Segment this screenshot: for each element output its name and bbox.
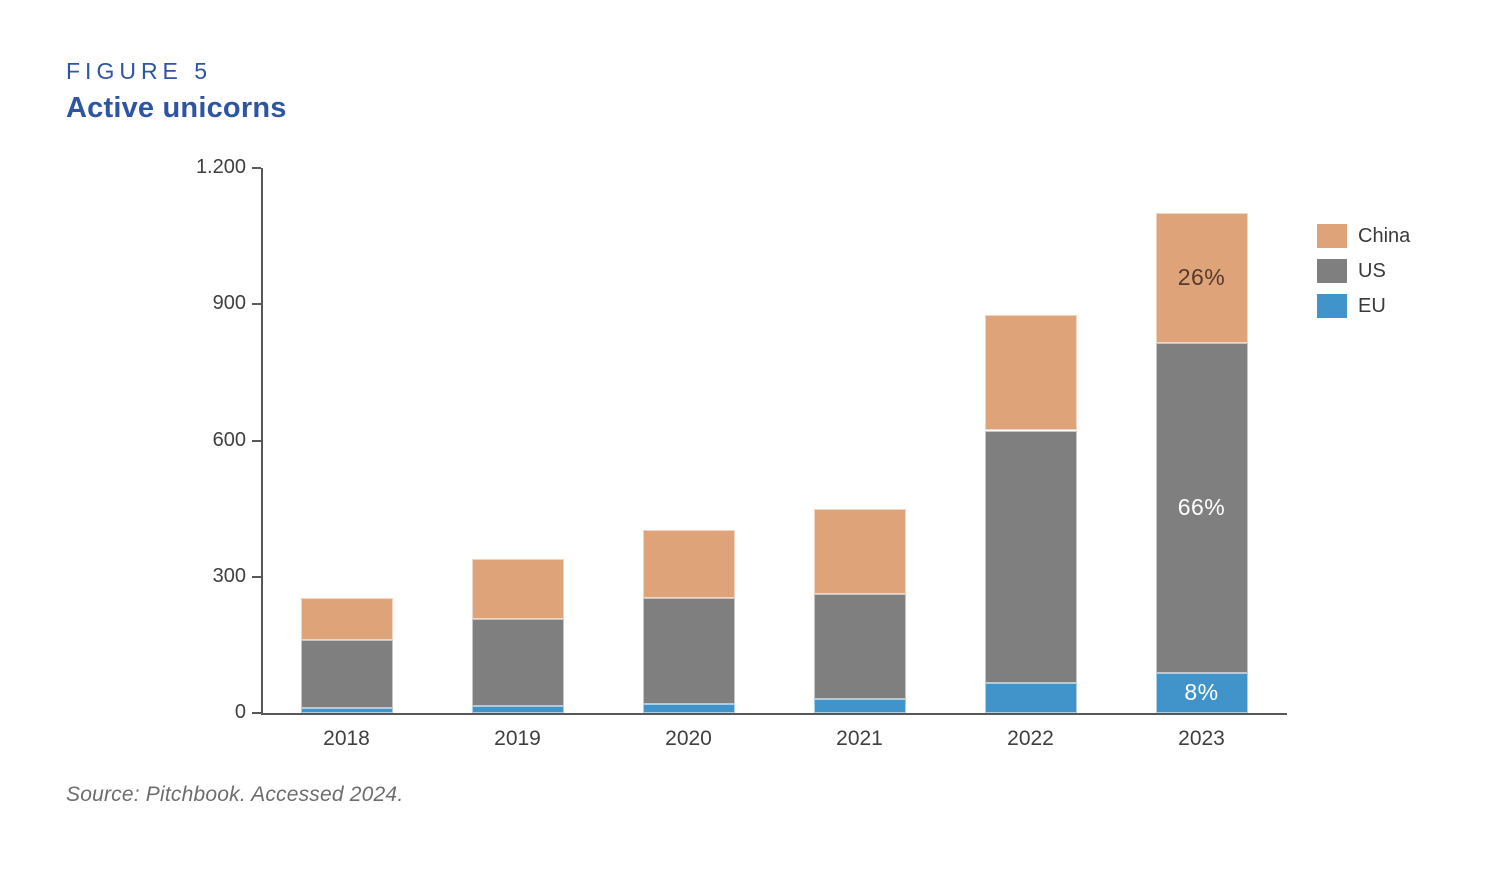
bar-segment-china-2021 bbox=[813, 509, 906, 594]
percent-label-china: 26% bbox=[1177, 264, 1226, 291]
legend-item-us: US bbox=[1317, 259, 1410, 283]
bar-segment-us-2022 bbox=[984, 430, 1077, 684]
bar-segment-china-2023 bbox=[1155, 213, 1248, 344]
bar-segment-china-2019 bbox=[471, 559, 564, 619]
source-note: Source: Pitchbook. Accessed 2024. bbox=[66, 783, 404, 806]
bar-segment-eu-2022 bbox=[984, 683, 1077, 713]
y-tick-mark bbox=[252, 712, 261, 714]
bar-segment-us-2019 bbox=[471, 618, 564, 707]
figure-number: FIGURE 5 bbox=[66, 58, 213, 84]
legend: China US EU bbox=[1317, 224, 1410, 329]
y-tick-mark bbox=[252, 303, 261, 306]
x-tick-label-2023: 2023 bbox=[1178, 727, 1225, 750]
y-axis-line bbox=[261, 168, 263, 715]
y-tick-label: 600 bbox=[212, 428, 246, 451]
x-tick-label-2020: 2020 bbox=[665, 727, 712, 750]
legend-swatch-us bbox=[1317, 259, 1347, 283]
bar-segment-eu-2023 bbox=[1155, 673, 1248, 713]
legend-label-china: China bbox=[1358, 224, 1411, 247]
percent-label-us: 66% bbox=[1177, 494, 1226, 521]
legend-swatch-china bbox=[1317, 224, 1347, 248]
x-tick-label-2022: 2022 bbox=[1007, 727, 1054, 750]
x-axis-line bbox=[261, 713, 1287, 715]
bar-segment-us-2020 bbox=[642, 597, 735, 704]
chart-title: Active unicorns bbox=[66, 92, 287, 124]
figure-header: FIGURE 5 Active unicorns bbox=[66, 58, 287, 125]
y-tick-mark bbox=[252, 167, 261, 169]
bar-segment-eu-2021 bbox=[813, 699, 906, 713]
bar-segment-eu-2019 bbox=[471, 706, 564, 713]
y-tick-label: 300 bbox=[212, 564, 246, 587]
x-tick-label-2018: 2018 bbox=[323, 727, 370, 750]
legend-label-eu: EU bbox=[1358, 294, 1386, 317]
bar-segment-china-2022 bbox=[984, 315, 1077, 431]
bar-segment-eu-2018 bbox=[300, 708, 393, 713]
legend-swatch-eu bbox=[1317, 294, 1347, 318]
y-tick-label: 900 bbox=[212, 292, 246, 315]
bar-segment-us-2023 bbox=[1155, 343, 1248, 674]
x-tick-label-2019: 2019 bbox=[494, 727, 541, 750]
legend-label-us: US bbox=[1358, 259, 1386, 282]
bar-segment-china-2020 bbox=[642, 529, 735, 598]
percent-label-eu: 8% bbox=[1184, 679, 1219, 706]
y-tick-label: 0 bbox=[234, 701, 246, 723]
bar-segment-eu-2020 bbox=[642, 703, 735, 713]
y-tick-mark bbox=[252, 575, 261, 578]
y-tick-mark bbox=[252, 439, 261, 442]
legend-item-eu: EU bbox=[1317, 294, 1410, 318]
y-tick-label: 1.200 bbox=[195, 156, 246, 178]
bar-segment-us-2018 bbox=[300, 640, 393, 709]
bar-segment-us-2021 bbox=[813, 594, 906, 700]
legend-item-china: China bbox=[1317, 224, 1410, 248]
bar-segment-china-2018 bbox=[300, 598, 393, 641]
x-tick-label-2021: 2021 bbox=[836, 727, 883, 750]
